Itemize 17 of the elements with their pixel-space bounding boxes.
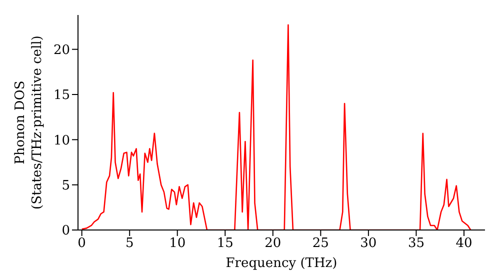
y-tick-label: 20 bbox=[53, 42, 70, 58]
y-tick-label: 0 bbox=[62, 224, 70, 239]
x-tick-label: 35 bbox=[408, 236, 424, 252]
x-tick-label: 30 bbox=[360, 236, 377, 252]
x-tick-label: 5 bbox=[125, 236, 134, 252]
x-tick-label: 10 bbox=[169, 236, 186, 252]
x-tick-label: 0 bbox=[78, 236, 86, 252]
x-tick-label: 20 bbox=[264, 236, 282, 252]
x-tick-label: 25 bbox=[312, 236, 329, 252]
x-tick-label: 15 bbox=[216, 236, 234, 252]
x-axis-title: Frequency (THz) bbox=[226, 256, 338, 271]
x-tick-label: 40 bbox=[456, 236, 472, 252]
y-axis-title: Phonon DOS (States/THz·primitive cell) bbox=[13, 35, 45, 210]
y-tick-label: 5 bbox=[62, 178, 70, 194]
y-tick-label: 10 bbox=[53, 133, 70, 148]
line-series bbox=[81, 24, 472, 230]
y-tick-label: 15 bbox=[53, 88, 70, 104]
